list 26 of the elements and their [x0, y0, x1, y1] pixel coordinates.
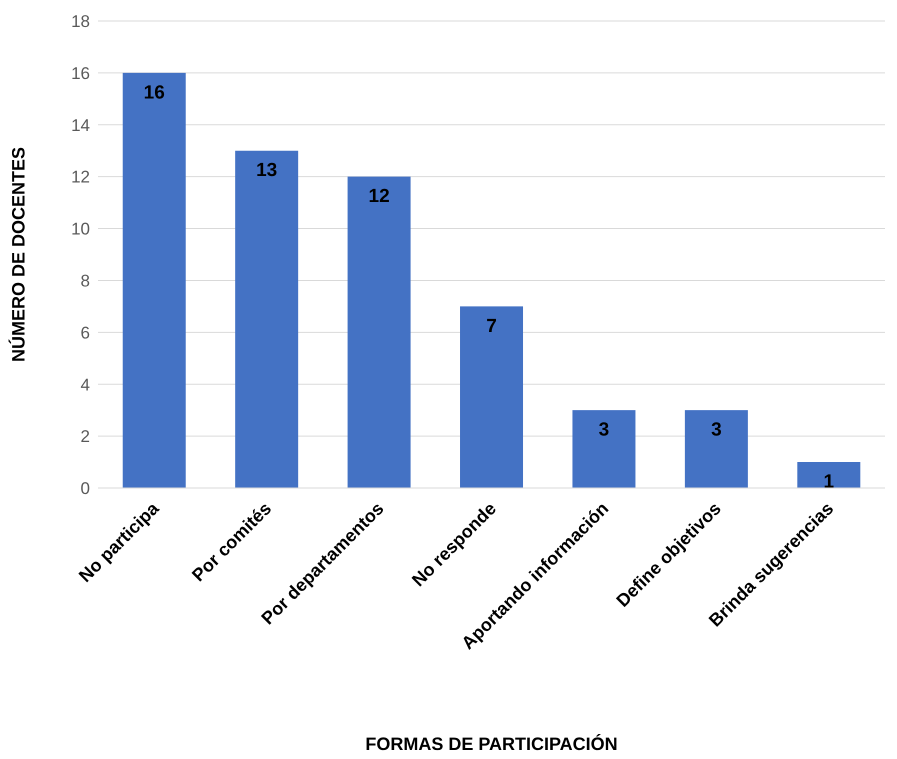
y-tick-label: 10: [71, 220, 90, 239]
y-tick-label: 0: [80, 479, 90, 498]
x-axis-title: FORMAS DE PARTICIPACIÓN: [365, 734, 618, 754]
bar: [684, 410, 748, 488]
y-tick-label: 4: [80, 375, 90, 394]
data-label: 16: [144, 82, 165, 104]
data-label: 1: [824, 472, 835, 493]
data-label: 13: [256, 160, 278, 182]
y-tick-label: 12: [71, 168, 90, 187]
bar: [572, 410, 636, 488]
bar: [797, 462, 860, 488]
bar: [235, 150, 298, 488]
y-tick-label: 6: [80, 323, 90, 342]
y-tick-label: 14: [71, 116, 90, 135]
data-label: 3: [711, 420, 722, 441]
bar: [348, 176, 411, 488]
data-label: 7: [486, 316, 497, 337]
bar: [122, 72, 186, 488]
data-label: 12: [368, 186, 390, 208]
data-label: 3: [598, 420, 610, 441]
bar: [460, 306, 524, 488]
y-axis-title: NÚMERO DE DOCENTES: [8, 146, 28, 362]
y-tick-label: 18: [71, 12, 90, 32]
y-tick-label: 16: [71, 64, 90, 83]
y-tick-label: 2: [80, 427, 90, 446]
y-tick-label: 8: [80, 271, 90, 290]
